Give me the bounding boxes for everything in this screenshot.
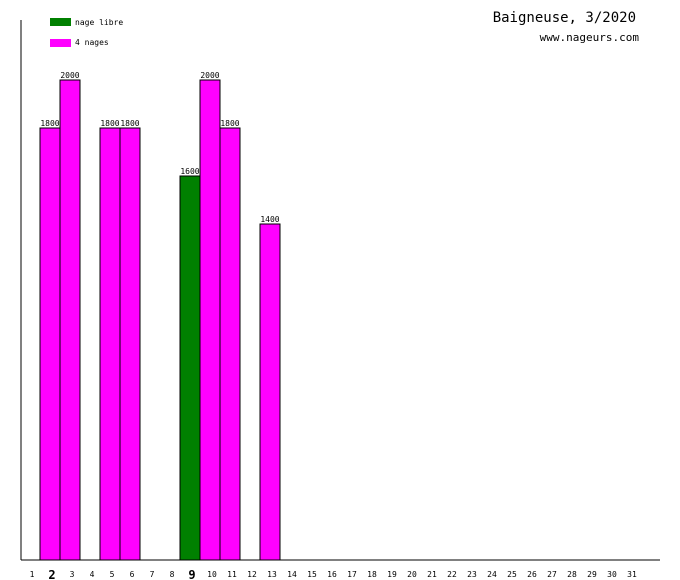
x-tick-label-2: 2: [48, 568, 55, 580]
x-tick-label-16: 16: [327, 570, 337, 579]
bar-value-label-day-9: 1600: [180, 167, 199, 176]
x-tick-label-18: 18: [367, 570, 377, 579]
legend: nage libre 4 nages: [50, 18, 123, 47]
x-tick-label-29: 29: [587, 570, 597, 579]
x-tick-label-6: 6: [130, 570, 135, 579]
legend-swatch-nage-libre: [50, 18, 71, 26]
bar-4-nages-day-10: [199, 79, 221, 561]
x-tick-label-28: 28: [567, 570, 577, 579]
bar-value-label-day-10: 2000: [200, 71, 219, 80]
x-tick-label-14: 14: [287, 570, 297, 579]
x-tick-label-7: 7: [150, 570, 155, 579]
bar-value-label-day-6: 1800: [120, 119, 139, 128]
bar-4-nages-day-11: [219, 127, 241, 561]
bar-4-nages-day-5: [99, 127, 121, 561]
chart-subtitle: www.nageurs.com: [540, 31, 640, 44]
bar-value-label-day-5: 1800: [100, 119, 119, 128]
x-tick-label-26: 26: [527, 570, 537, 579]
x-tick-label-17: 17: [347, 570, 357, 579]
legend-label-nage-libre: nage libre: [75, 18, 123, 27]
x-tick-label-5: 5: [110, 570, 115, 579]
bar-4-nages-day-6: [119, 127, 141, 561]
x-tick-label-23: 23: [467, 570, 477, 579]
bar-value-label-day-13: 1400: [260, 215, 279, 224]
x-tick-label-8: 8: [170, 570, 175, 579]
x-tick-label-24: 24: [487, 570, 497, 579]
x-axis-ticks: 1 2 3 4 5 6 7 8 9 10 11 12 13 14 15 16 17 18 19 20 21 22 23 24 2…: [30, 568, 637, 580]
bars: [39, 79, 281, 561]
x-tick-label-4: 4: [90, 570, 95, 579]
x-tick-label-12: 12: [247, 570, 257, 579]
bar-nage-libre-day-9: [179, 175, 201, 561]
x-tick-label-30: 30: [607, 570, 617, 579]
x-tick-label-27: 27: [547, 570, 557, 579]
bar-value-label-day-11: 1800: [220, 119, 239, 128]
x-tick-label-25: 25: [507, 570, 517, 579]
x-tick-label-15: 15: [307, 570, 317, 579]
bar-4-nages-day-13: [259, 223, 281, 561]
bar-4-nages-day-2: [39, 127, 61, 561]
x-tick-label-21: 21: [427, 570, 437, 579]
x-tick-label-1: 1: [30, 570, 35, 579]
chart-title: Baigneuse, 3/2020: [493, 10, 636, 26]
bar-value-label-day-2: 1800: [40, 119, 59, 128]
x-tick-label-20: 20: [407, 570, 417, 579]
x-tick-label-10: 10: [207, 570, 217, 579]
x-tick-label-31: 31: [627, 570, 637, 579]
x-tick-label-13: 13: [267, 570, 277, 579]
x-tick-label-9: 9: [188, 568, 195, 580]
x-tick-label-11: 11: [227, 570, 237, 579]
x-tick-label-19: 19: [387, 570, 397, 579]
bar-4-nages-day-3: [59, 79, 81, 561]
x-tick-label-3: 3: [70, 570, 75, 579]
legend-label-4-nages: 4 nages: [75, 38, 109, 47]
bar-value-label-day-3: 2000: [60, 71, 79, 80]
legend-swatch-4-nages: [50, 39, 71, 47]
x-tick-label-22: 22: [447, 570, 457, 579]
